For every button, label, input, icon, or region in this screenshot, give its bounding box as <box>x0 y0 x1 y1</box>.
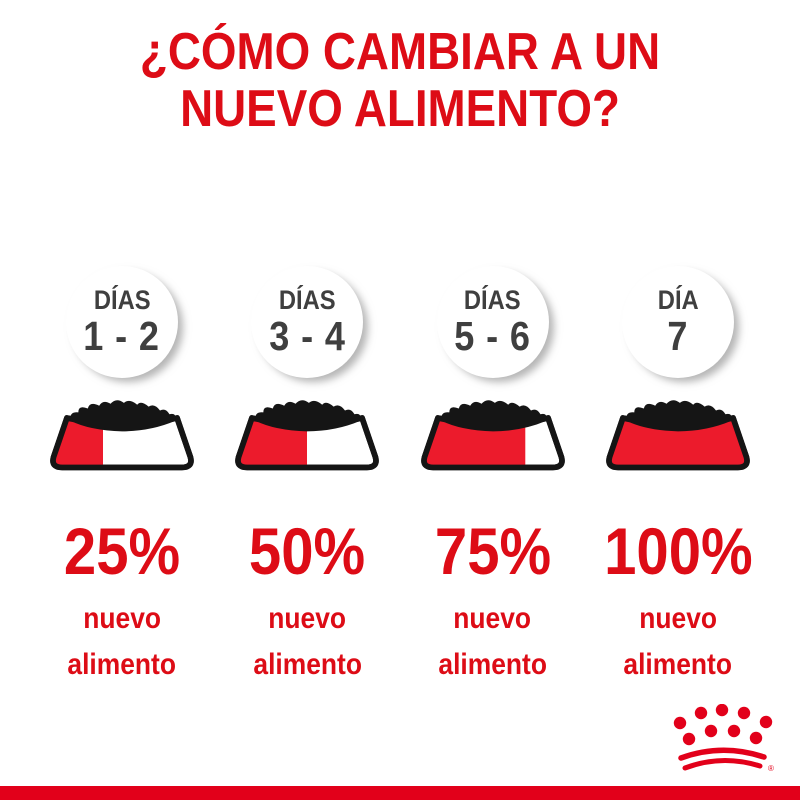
food-bowl-icon <box>50 400 194 471</box>
day-badge: DÍAS 1 - 2 <box>66 266 178 379</box>
percent-label: 25% <box>63 514 181 589</box>
percent-label: 75% <box>434 514 551 589</box>
percent-label: 50% <box>249 514 366 589</box>
food-text-line2: alimento <box>253 648 362 682</box>
food-bowl-icon <box>420 400 565 471</box>
food-text-line2: alimento <box>67 648 177 682</box>
day-badge: DÍAS 3 - 4 <box>251 266 364 379</box>
day-column-4: DÍA 7 100% nuevo alimento <box>586 266 770 680</box>
day-badge: DÍAS 5 - 6 <box>436 266 549 379</box>
registered-trademark-symbol: ® <box>768 764 774 773</box>
food-text-line2: alimento <box>438 648 547 682</box>
food-text-line1: nuevo <box>268 602 347 636</box>
page-title: ¿CÓMO CAMBIAR A UN NUEVO ALIMENTO? <box>0 0 800 138</box>
royal-canin-crown-logo: ® <box>673 704 774 773</box>
day-badge-range: 1 - 2 <box>83 313 161 359</box>
percent-label: 100% <box>603 514 753 589</box>
day-badge-range: 3 - 4 <box>269 313 346 359</box>
day-badge-range: 7 <box>667 313 689 359</box>
day-column-2: DÍAS 3 - 4 50% nuevo alimento <box>215 266 399 680</box>
day-badge-range: 5 - 6 <box>454 313 531 359</box>
day-column-3: DÍAS 5 - 6 75% nuevo alimento <box>401 266 585 680</box>
day-badge-label: DÍAS <box>278 284 336 315</box>
food-text-line1: nuevo <box>639 602 717 636</box>
food-text-line1: nuevo <box>453 602 532 636</box>
food-bowl-icon <box>235 400 380 471</box>
day-badge-label: DÍAS <box>93 284 151 315</box>
day-column-1: DÍAS 1 - 2 25% nuevo alimento <box>30 266 214 680</box>
food-text-line2: alimento <box>623 648 733 682</box>
food-text-line1: nuevo <box>83 602 161 636</box>
day-badge: DÍA 7 <box>621 266 734 379</box>
page-title-line1: ¿CÓMO CAMBIAR A UN <box>139 23 661 81</box>
day-columns: DÍAS 1 - 2 25% nuevo alimento DÍAS 3 - 4… <box>0 266 800 680</box>
day-badge-label: DÍAS <box>464 284 522 315</box>
day-badge-label: DÍA <box>657 284 699 315</box>
page-title-line2: NUEVO ALIMENTO? <box>180 80 620 139</box>
food-bowl-icon <box>606 400 750 471</box>
footer-bar <box>0 786 800 800</box>
